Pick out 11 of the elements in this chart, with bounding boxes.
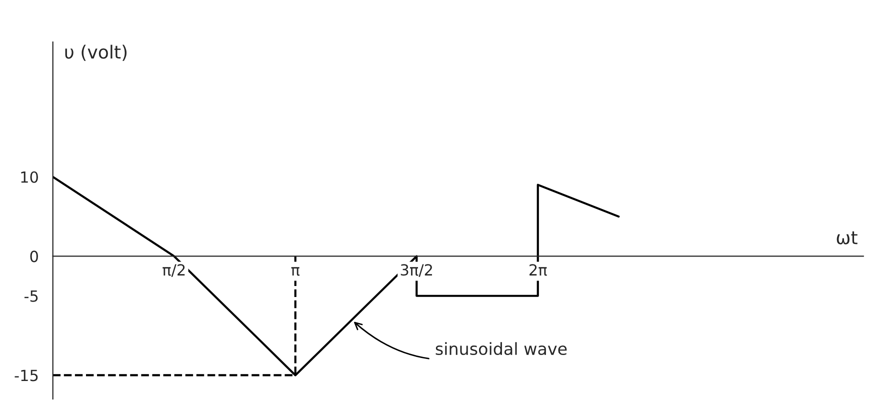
x-axis-title: ωt [836,231,858,244]
x-tick-label: π/2 [162,264,185,277]
y-tick-label: 0 [30,250,38,262]
x-tick-label: 2π [530,264,547,276]
y-tick-label: -5 [24,290,38,302]
x-tick-label: π [291,267,300,276]
x-tick-label: 3π/2 [400,264,432,277]
annotation: sinusoidal wave [436,342,567,356]
y-axis-title: υ (volt) [65,44,127,61]
y-tick-label: 10 [21,171,38,183]
y-tick-label: -15 [14,370,38,382]
